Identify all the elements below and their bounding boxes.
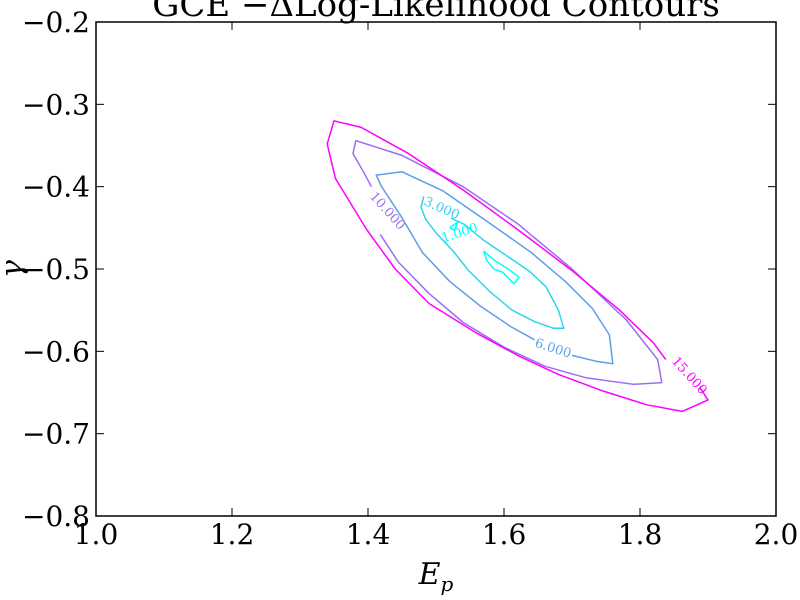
y-axis: −0.2 −0.3 −0.4 −0.5 −0.6 −0.7 −0.8: [22, 6, 776, 533]
x-tick-label: 1.6: [482, 518, 527, 551]
x-axis-title: Ep: [418, 557, 454, 596]
contour-label: 1.000: [440, 221, 480, 247]
contour-lines: [326, 120, 709, 413]
y-tick-label: −0.2: [22, 6, 90, 39]
y-tick-label: −0.3: [22, 88, 90, 121]
y-tick-label: −0.8: [22, 500, 90, 533]
y-tick-label: −0.6: [22, 335, 90, 368]
contour-line-3-000: [420, 196, 565, 330]
x-tick-label: 1.8: [618, 518, 663, 551]
plot-frame: [95, 21, 777, 517]
contour-label: 6.000: [533, 336, 573, 362]
y-tick-label: −0.4: [22, 171, 90, 204]
contour-line-1-000: [482, 250, 520, 285]
contour-label: 15.000: [668, 354, 710, 398]
x-axis-title-subscript: p: [441, 572, 454, 596]
chart-title: GCE −ΔLog-Likelihood Contours: [152, 0, 720, 25]
x-tick-label: 2.0: [754, 518, 799, 551]
x-tick-label: 1.0: [74, 518, 119, 551]
contour-line-10-000: [352, 139, 663, 386]
y-tick-label: −0.5: [22, 253, 90, 286]
x-tick-label: 1.2: [210, 518, 255, 551]
contour-line-1-000: [449, 221, 459, 232]
x-axis-title-main: E: [418, 557, 441, 592]
x-tick-label: 1.4: [346, 518, 391, 551]
y-tick-label: −0.7: [22, 418, 90, 451]
x-axis: 1.0 1.2 1.4 1.6 1.8 2.0: [74, 22, 799, 551]
contour-line-15-000: [326, 120, 709, 413]
contour-line-6-000: [375, 171, 614, 365]
y-axis-title: γ: [0, 260, 30, 278]
